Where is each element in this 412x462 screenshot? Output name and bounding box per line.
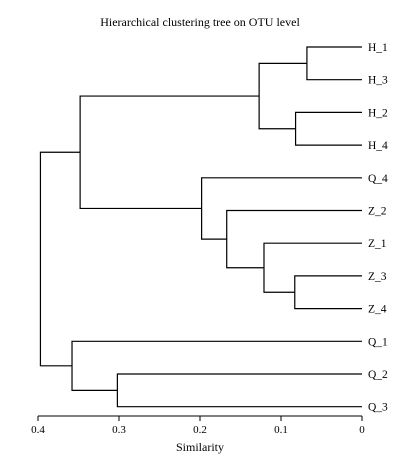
leaf-label-z-1: Z_1: [368, 238, 387, 250]
leaf-label-q-1: Q_1: [368, 336, 388, 348]
figure-title: Hierarchical clustering tree on OTU leve…: [100, 15, 300, 29]
x-tick-label: 0.2: [193, 424, 207, 436]
branch-n1: [306, 46, 362, 81]
x-axis-label: Similarity: [176, 440, 224, 454]
branch-n9: [116, 373, 362, 408]
leaf-label-z-4: Z_4: [368, 304, 387, 316]
leaf-label-z-3: Z_3: [368, 271, 387, 283]
leaf-label-q-4: Q_4: [368, 173, 388, 185]
branch-n8: [79, 95, 260, 210]
leaf-label-h-2: H_2: [368, 107, 388, 119]
branch-n7: [201, 177, 362, 240]
x-tick-label: 0.3: [112, 424, 126, 436]
x-tick-label: 0.1: [274, 424, 288, 436]
branch-n4: [294, 275, 362, 310]
leaf-label-h-1: H_1: [368, 42, 388, 54]
branch-n6: [226, 209, 362, 269]
leaf-label-q-3: Q_3: [368, 402, 388, 414]
x-tick-label: 0.4: [31, 424, 45, 436]
dendrogram-branches: [39, 46, 362, 408]
branch-n5: [263, 242, 362, 293]
leaf-label-q-2: Q_2: [368, 369, 388, 381]
branch-n3: [258, 62, 307, 130]
x-tick-label: 0: [359, 424, 365, 436]
leaf-label-h-4: H_4: [368, 140, 388, 152]
branch-n11: [39, 151, 81, 367]
leaf-label-z-2: Z_2: [368, 206, 387, 218]
x-axis: 0.4 0.3 0.2 0.1 0 Similarity: [31, 415, 365, 454]
leaf-labels: H_1 H_3 H_2 H_4 Q_4 Z_2 Z_1 Z_3 Z_4 Q_1 Q_2 Q_3: [368, 42, 388, 414]
x-axis-ticks: 0.4 0.3 0.2 0.1 0: [31, 416, 365, 436]
branch-n2: [294, 111, 362, 146]
branch-n10: [71, 340, 362, 391]
leaf-label-h-3: H_3: [368, 75, 388, 87]
